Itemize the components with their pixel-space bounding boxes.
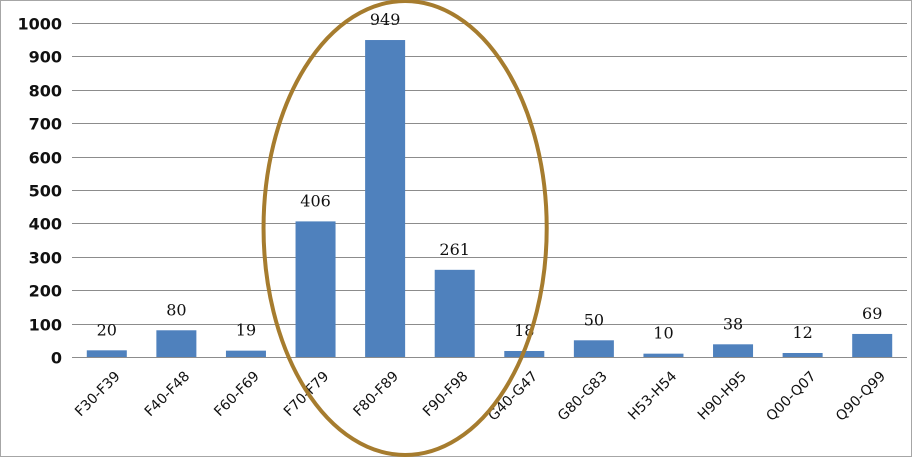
highlight-annotation bbox=[261, 0, 549, 457]
bars bbox=[86, 40, 893, 358]
x-tick-label: H90-H95 bbox=[695, 369, 750, 424]
bar bbox=[573, 340, 614, 357]
gridlines bbox=[72, 23, 907, 358]
data-label: 20 bbox=[97, 320, 117, 339]
bar bbox=[852, 333, 893, 357]
bar bbox=[782, 352, 823, 357]
bar bbox=[713, 344, 754, 357]
y-tick-label: 200 bbox=[29, 282, 62, 301]
x-tick-label: F40-F48 bbox=[142, 369, 193, 420]
x-tick-label: F60-F69 bbox=[211, 369, 262, 420]
x-tick-label: F90-F98 bbox=[420, 369, 471, 420]
data-label: 19 bbox=[236, 321, 256, 340]
x-axis-ticks: F30-F39 F40-F48 F60-F69 F70-F79 F80-F89 F90-F… bbox=[72, 368, 889, 424]
y-tick-label: 800 bbox=[29, 82, 62, 101]
y-tick-label: 400 bbox=[29, 215, 62, 234]
bar bbox=[434, 269, 475, 357]
data-label: 10 bbox=[653, 324, 673, 343]
y-tick-label: 900 bbox=[29, 48, 62, 67]
y-tick-label: 700 bbox=[29, 115, 62, 134]
data-label: 80 bbox=[166, 300, 186, 319]
y-tick-label: 0 bbox=[51, 349, 62, 368]
bar bbox=[295, 221, 336, 357]
data-label: 406 bbox=[300, 191, 331, 210]
bar bbox=[365, 40, 406, 358]
x-tick-label: F30-F39 bbox=[72, 369, 123, 420]
y-tick-label: 500 bbox=[29, 182, 62, 201]
data-label: 69 bbox=[862, 304, 882, 323]
bar bbox=[156, 330, 197, 357]
y-tick-label: 100 bbox=[29, 316, 62, 335]
data-label: 12 bbox=[792, 323, 812, 342]
x-tick-label: G80-G83 bbox=[555, 369, 611, 425]
x-tick-label: Q00-Q07 bbox=[763, 369, 819, 425]
data-label: 50 bbox=[584, 310, 604, 329]
bar bbox=[643, 353, 684, 357]
y-axis-ticks: 0 100 200 300 400 500 600 700 800 900 1000 bbox=[17, 15, 62, 368]
bar bbox=[225, 350, 266, 357]
highlight-ellipse bbox=[261, 0, 549, 457]
y-tick-label: 600 bbox=[29, 149, 62, 168]
x-tick-label: H53-H54 bbox=[625, 368, 680, 423]
x-tick-label: F80-F89 bbox=[350, 369, 401, 420]
bar bbox=[86, 350, 127, 357]
data-label: 949 bbox=[370, 10, 401, 29]
x-tick-label: Q90-Q99 bbox=[833, 369, 889, 425]
data-label: 38 bbox=[723, 314, 743, 333]
y-tick-label: 300 bbox=[29, 249, 62, 268]
data-label: 261 bbox=[439, 240, 470, 259]
y-tick-label: 1000 bbox=[17, 15, 62, 34]
